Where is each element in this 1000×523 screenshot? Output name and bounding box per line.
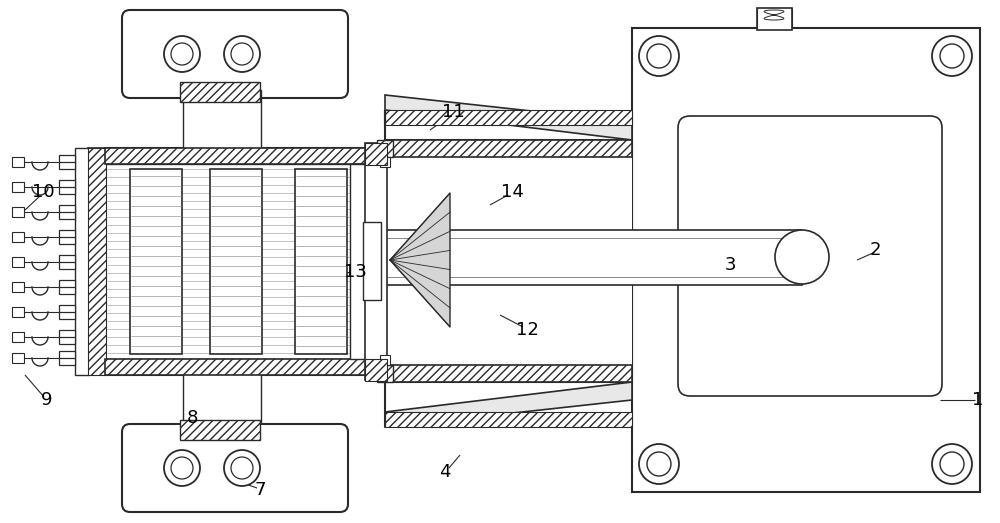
FancyBboxPatch shape xyxy=(122,10,348,98)
Bar xyxy=(59,205,75,219)
Bar xyxy=(12,353,24,363)
Bar xyxy=(377,365,393,382)
Bar xyxy=(12,332,24,342)
Circle shape xyxy=(940,44,964,68)
Bar xyxy=(377,140,393,157)
Bar xyxy=(183,372,261,422)
Bar xyxy=(59,155,75,169)
Bar xyxy=(12,232,24,242)
Circle shape xyxy=(224,450,260,486)
Bar xyxy=(632,28,980,492)
Text: 1: 1 xyxy=(972,391,984,409)
Bar xyxy=(75,148,89,375)
Text: 14: 14 xyxy=(501,183,523,201)
Text: 12: 12 xyxy=(516,321,538,339)
Bar xyxy=(210,169,262,354)
FancyBboxPatch shape xyxy=(122,424,348,512)
FancyBboxPatch shape xyxy=(678,116,942,396)
Circle shape xyxy=(164,450,200,486)
Bar xyxy=(365,143,387,380)
Circle shape xyxy=(639,444,679,484)
Bar xyxy=(12,157,24,167)
Bar xyxy=(59,230,75,244)
Polygon shape xyxy=(385,382,632,427)
Bar xyxy=(350,164,366,359)
Bar xyxy=(385,140,632,157)
Circle shape xyxy=(231,457,253,479)
Circle shape xyxy=(940,452,964,476)
Bar xyxy=(130,169,182,354)
Text: 13: 13 xyxy=(344,263,366,281)
Bar xyxy=(295,169,347,354)
Bar xyxy=(105,164,385,359)
Circle shape xyxy=(647,452,671,476)
Circle shape xyxy=(164,36,200,72)
Circle shape xyxy=(647,44,671,68)
Bar xyxy=(88,148,106,375)
Bar xyxy=(385,157,632,365)
Circle shape xyxy=(171,43,193,65)
Text: 8: 8 xyxy=(186,409,198,427)
Bar xyxy=(757,8,792,30)
Bar xyxy=(183,90,261,150)
Polygon shape xyxy=(385,95,632,140)
Bar xyxy=(180,82,260,102)
Text: 2: 2 xyxy=(869,241,881,259)
Bar xyxy=(365,143,387,165)
Bar xyxy=(385,230,802,285)
Bar xyxy=(59,330,75,344)
Bar xyxy=(105,359,385,375)
Bar xyxy=(12,282,24,292)
Bar xyxy=(59,351,75,365)
Bar xyxy=(59,255,75,269)
Bar xyxy=(380,355,390,365)
Bar xyxy=(59,280,75,294)
Bar xyxy=(88,148,106,375)
Bar xyxy=(59,180,75,194)
Circle shape xyxy=(932,444,972,484)
Text: 9: 9 xyxy=(41,391,53,409)
Bar xyxy=(380,157,390,167)
Text: 7: 7 xyxy=(254,481,266,499)
Bar xyxy=(365,359,387,381)
Bar xyxy=(385,412,632,427)
Bar xyxy=(385,110,632,125)
Bar xyxy=(12,307,24,317)
Circle shape xyxy=(932,36,972,76)
Bar xyxy=(12,182,24,192)
Text: 4: 4 xyxy=(439,463,451,481)
Bar xyxy=(12,257,24,267)
Bar xyxy=(105,148,385,164)
Circle shape xyxy=(775,230,829,284)
Circle shape xyxy=(224,36,260,72)
Circle shape xyxy=(639,36,679,76)
Circle shape xyxy=(171,457,193,479)
Text: 3: 3 xyxy=(724,256,736,274)
Text: 10: 10 xyxy=(32,183,54,201)
Bar xyxy=(385,365,632,382)
Circle shape xyxy=(231,43,253,65)
Bar xyxy=(180,420,260,440)
Bar xyxy=(363,222,381,300)
Bar xyxy=(59,305,75,319)
Text: 11: 11 xyxy=(442,103,464,121)
Bar xyxy=(12,207,24,217)
Polygon shape xyxy=(390,193,450,327)
